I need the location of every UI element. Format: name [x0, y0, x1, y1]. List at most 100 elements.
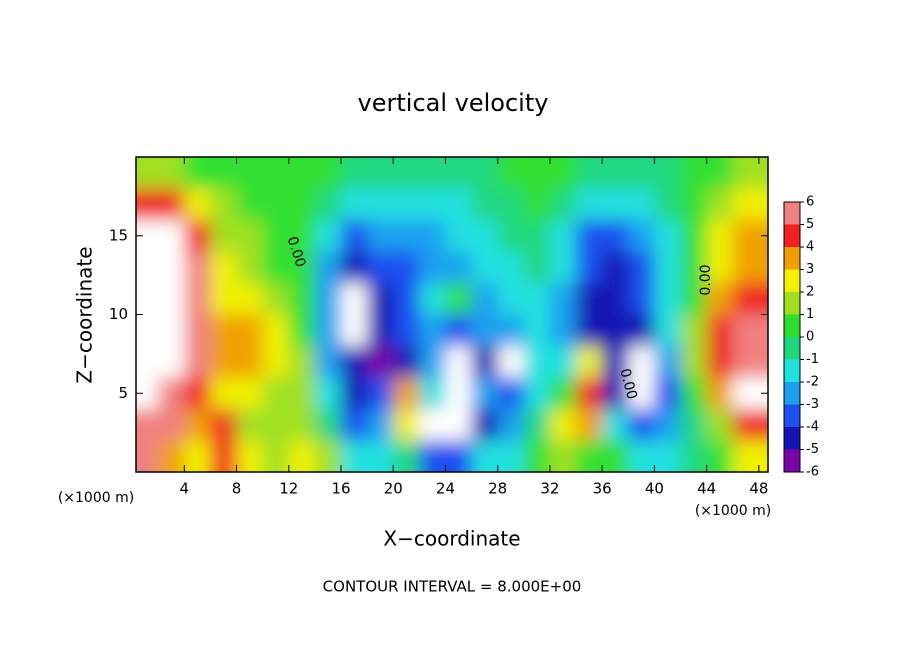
cell — [184, 409, 211, 441]
cell — [654, 377, 682, 410]
cell — [393, 314, 420, 347]
cell — [341, 314, 368, 347]
cell — [158, 377, 185, 410]
cell — [445, 377, 473, 410]
x-tick-label: 16 — [331, 480, 350, 498]
cell — [680, 314, 708, 347]
cell — [288, 314, 316, 347]
cell — [314, 251, 342, 284]
cell — [210, 251, 238, 284]
cell — [393, 409, 420, 441]
cell — [262, 157, 290, 189]
cell — [367, 283, 394, 315]
cell — [680, 440, 708, 472]
cell — [158, 283, 185, 315]
cell — [393, 188, 420, 221]
colorbar-label: -6 — [806, 465, 819, 480]
cell — [419, 377, 446, 410]
cell — [341, 220, 368, 252]
cell — [136, 283, 159, 315]
cell — [549, 377, 577, 410]
cell — [602, 157, 629, 189]
colorbar-box — [784, 337, 800, 360]
cell — [341, 346, 368, 378]
cell — [367, 346, 394, 378]
cell — [236, 157, 264, 189]
cell — [654, 251, 682, 284]
cell — [654, 409, 682, 441]
cell — [549, 251, 577, 284]
cell — [576, 251, 603, 284]
cell — [576, 409, 603, 441]
contour-label: 0.00 — [698, 264, 714, 295]
cell — [236, 440, 264, 472]
cell — [184, 440, 211, 472]
cell — [523, 314, 551, 347]
cell — [576, 157, 603, 189]
cell — [367, 409, 394, 441]
cell — [602, 188, 629, 221]
cell — [262, 188, 290, 221]
cell — [628, 188, 655, 221]
cell — [210, 283, 238, 315]
cell — [471, 157, 499, 189]
cell — [136, 188, 159, 221]
y-tick-label: 10 — [109, 305, 128, 323]
cell — [602, 314, 629, 347]
cell — [549, 220, 577, 252]
cell — [576, 440, 603, 472]
colorbar-label: 3 — [806, 262, 814, 277]
cell — [184, 377, 211, 410]
cell — [706, 377, 734, 410]
cell — [184, 314, 211, 347]
cell — [288, 440, 316, 472]
cell — [706, 409, 734, 441]
colorbar-label: -4 — [806, 420, 819, 435]
cell — [445, 283, 473, 315]
cell — [236, 314, 264, 347]
cell — [706, 188, 734, 221]
cell — [262, 409, 290, 441]
cell — [523, 188, 551, 221]
footer: CONTOUR INTERVAL = 8.000E+00 — [323, 578, 582, 596]
cell — [158, 157, 185, 189]
cell — [136, 220, 159, 252]
cell — [523, 220, 551, 252]
cell — [184, 188, 211, 221]
cell — [628, 377, 655, 410]
cell — [628, 346, 655, 378]
cell — [210, 157, 238, 189]
cell — [236, 251, 264, 284]
cell — [628, 157, 655, 189]
cell — [236, 409, 264, 441]
cell — [393, 157, 420, 189]
cell — [654, 220, 682, 252]
x-tick-label: 20 — [384, 480, 403, 498]
cell — [680, 188, 708, 221]
cell — [262, 314, 290, 347]
cell — [471, 251, 499, 284]
cell — [732, 283, 768, 315]
x-tick-label: 28 — [488, 480, 507, 498]
cell — [497, 220, 525, 252]
cell — [497, 440, 525, 472]
colorbar-box — [784, 427, 800, 450]
cell — [367, 157, 394, 189]
cell — [262, 283, 290, 315]
colorbar-box — [784, 314, 800, 337]
cell — [236, 377, 264, 410]
cell — [136, 157, 159, 189]
cell — [419, 409, 446, 441]
cell — [523, 283, 551, 315]
cell — [419, 220, 446, 252]
cell — [497, 346, 525, 378]
cell — [497, 157, 525, 189]
cell — [628, 251, 655, 284]
cell — [654, 188, 682, 221]
x-tick-label: 44 — [697, 480, 716, 498]
cell — [136, 409, 159, 441]
cell — [136, 346, 159, 378]
cell — [654, 440, 682, 472]
cell — [471, 188, 499, 221]
